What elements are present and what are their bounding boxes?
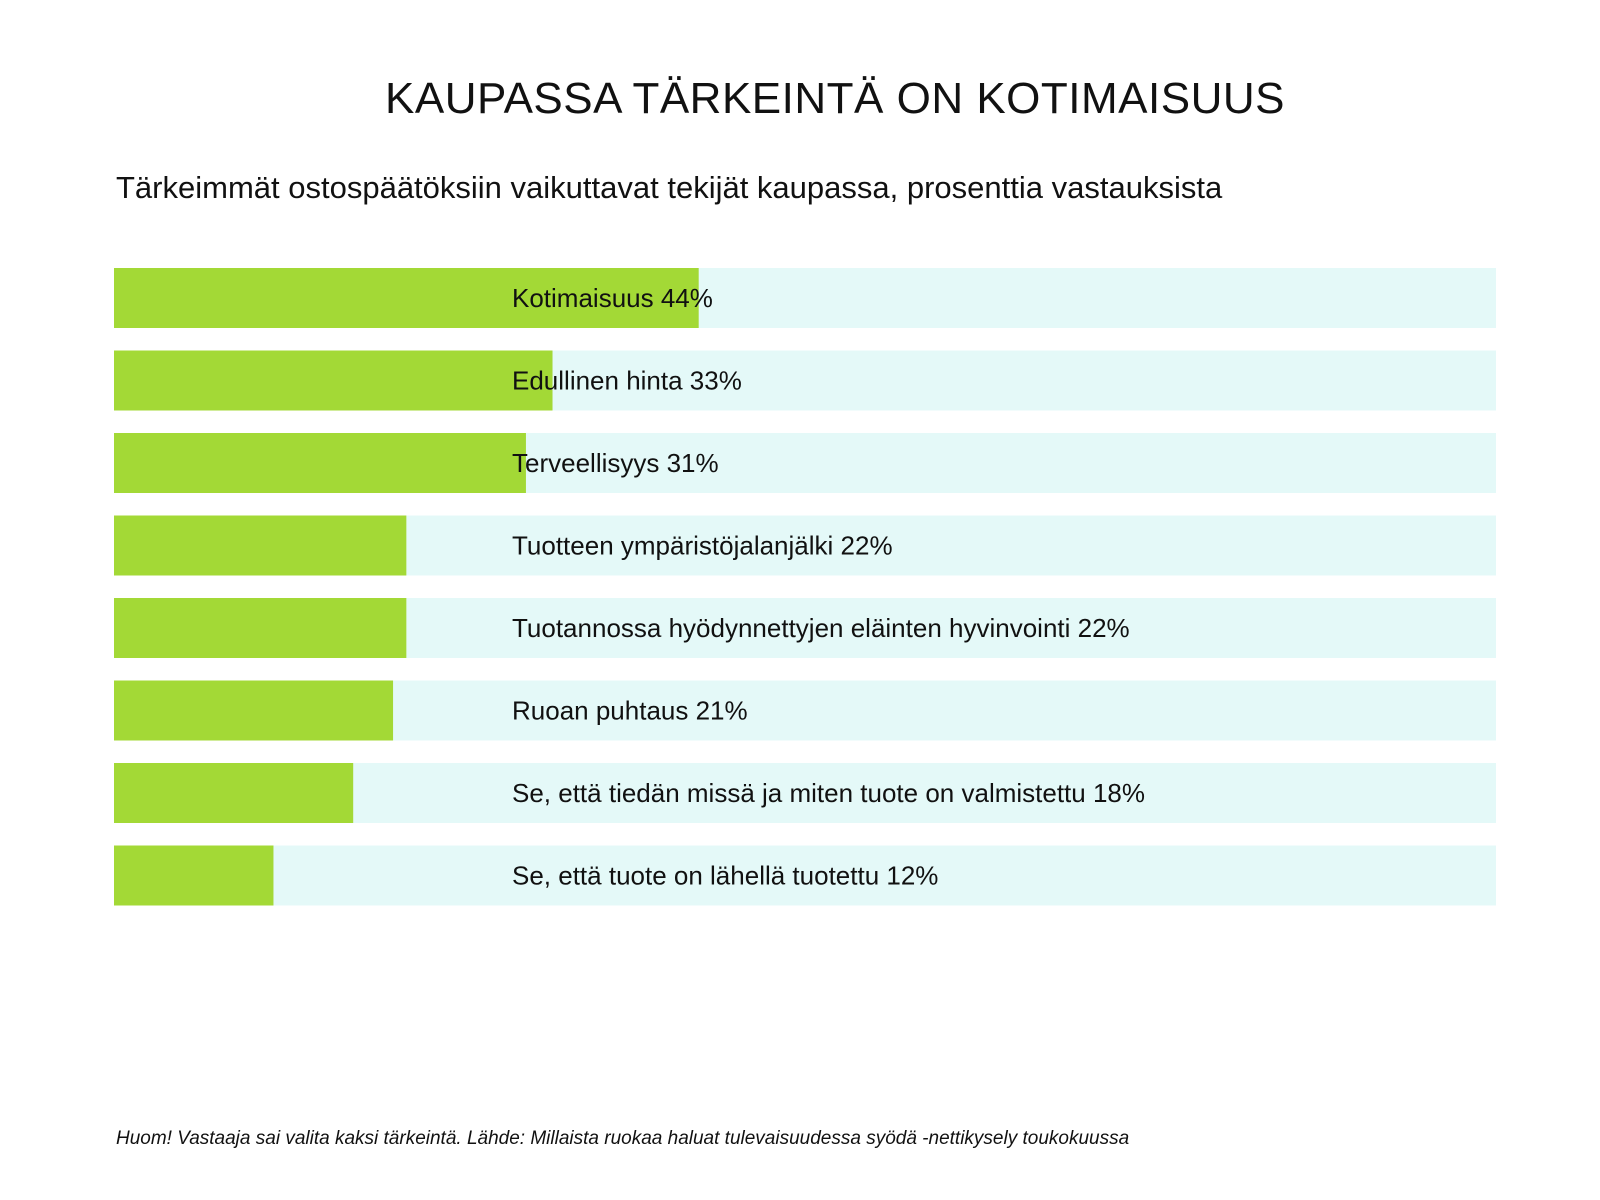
bar-label-1: Kotimaisuus 44% (512, 283, 713, 313)
bar-3 (114, 433, 526, 493)
bar-track (114, 845, 1496, 906)
bar-5 (114, 598, 407, 658)
bar-label-5: Tuotannossa hyödynnettyjen eläinten hyvi… (512, 613, 1130, 643)
bar-label-7: Se, että tiedän missä ja miten tuote on … (512, 778, 1145, 808)
bar-label-3: Terveellisyys 31% (512, 448, 719, 478)
chart-title: KAUPASSA TÄRKEINTÄ ON KOTIMAISUUS (385, 74, 1285, 123)
bar-4 (114, 515, 407, 576)
source-footnote: Huom! Vastaaja sai valita kaksi tärkeint… (116, 1128, 1130, 1149)
bar-1 (114, 268, 699, 328)
bar-label-4: Tuotteen ympäristöjalanjälki 22% (512, 531, 893, 561)
bars-group: Kotimaisuus 44% Edullinen hinta 33% Tervee… (114, 268, 1496, 906)
bar-label-2: Edullinen hinta 33% (512, 366, 742, 396)
bar-7 (114, 763, 354, 823)
bar-label-6: Ruoan puhtaus 21% (512, 696, 748, 726)
bar-label-8: Se, että tuote on lähellä tuotettu 12% (512, 861, 938, 891)
chart-subtitle: Tärkeimmät ostospäätöksiin vaikuttavat t… (116, 170, 1223, 205)
bar-8 (114, 845, 274, 906)
bar-6 (114, 680, 394, 741)
bar-2 (114, 350, 553, 411)
